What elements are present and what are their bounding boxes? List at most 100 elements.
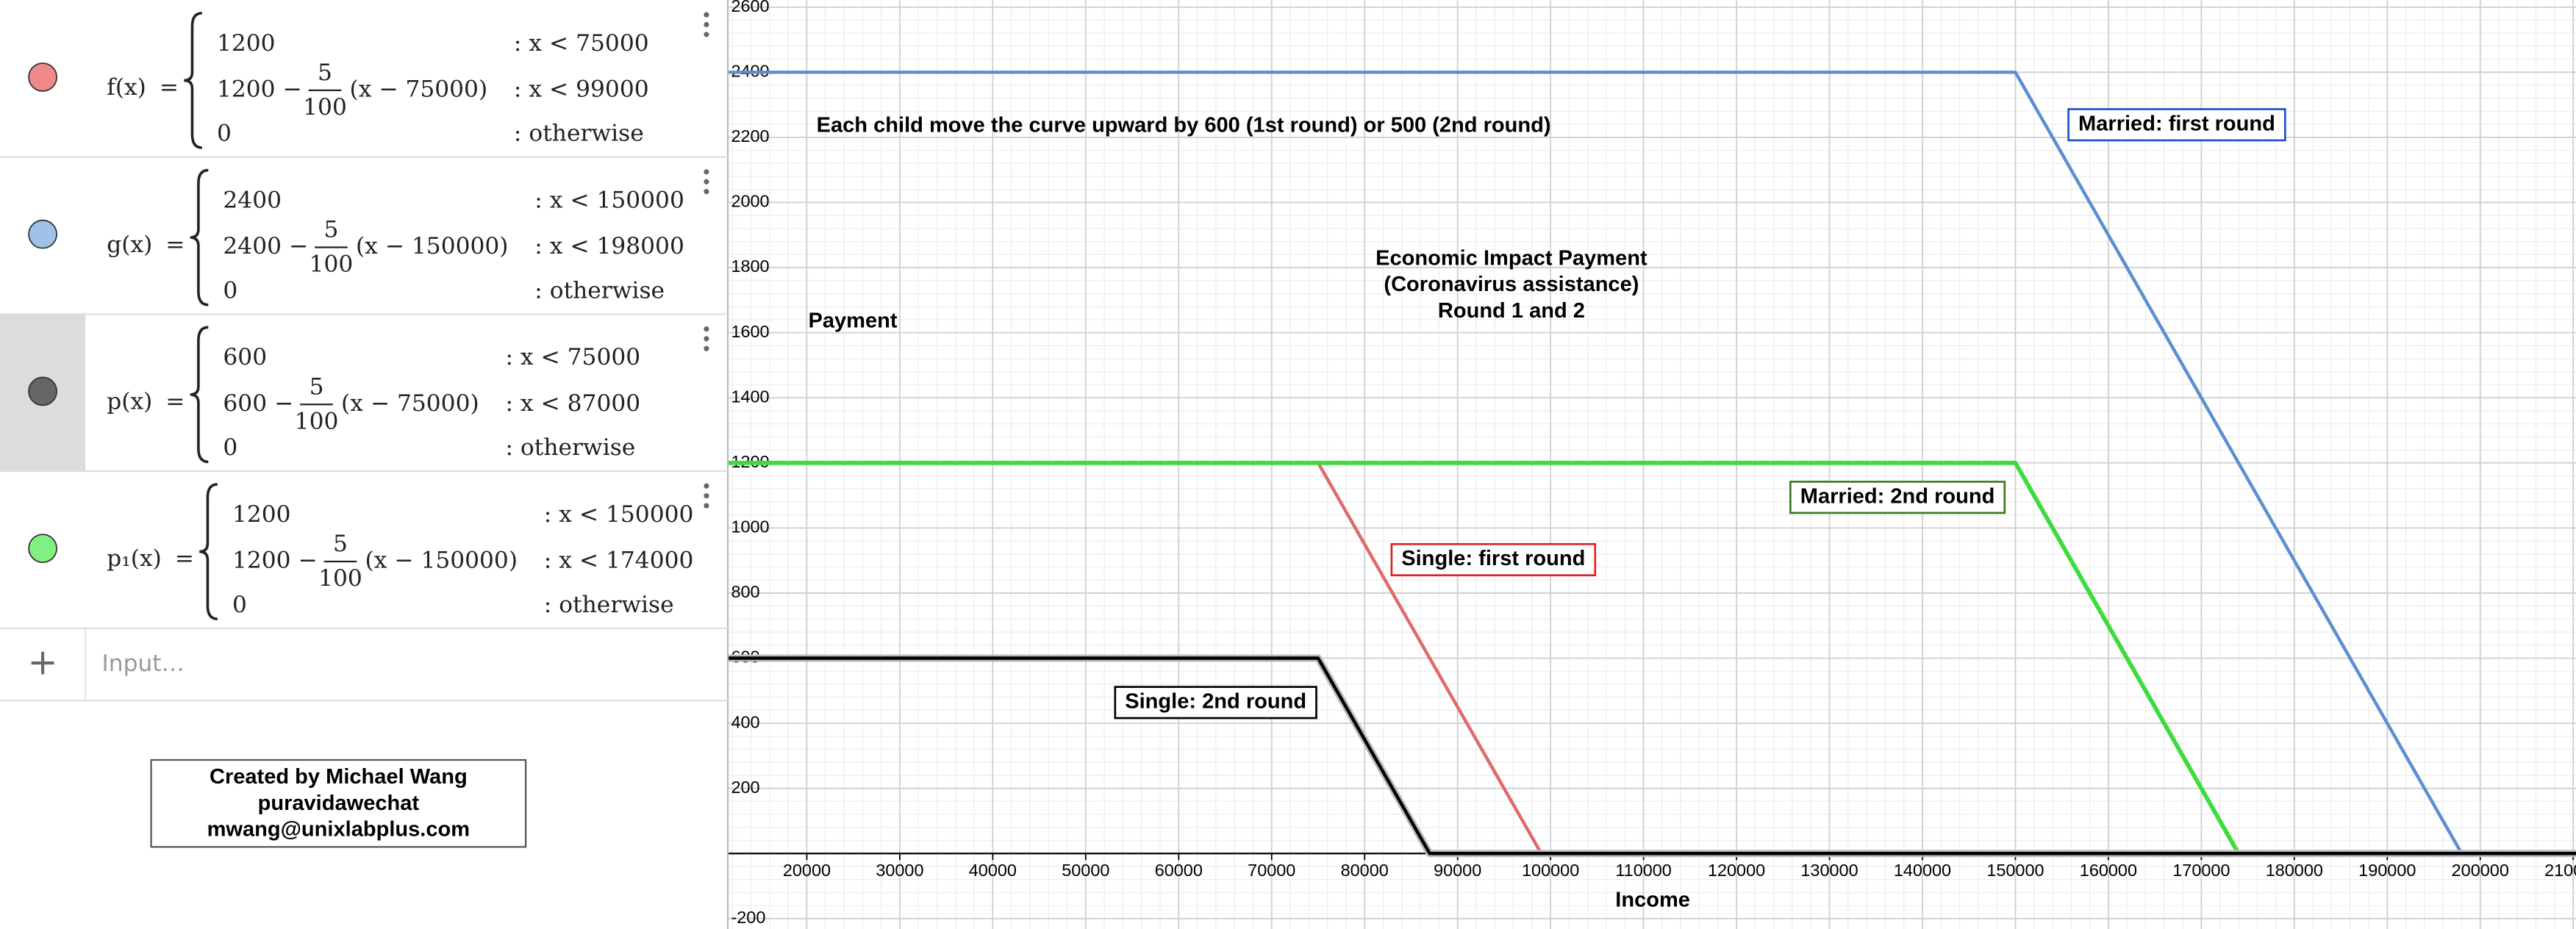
y-tick-label: 800: [731, 582, 759, 601]
y-axis-label: Payment: [808, 309, 897, 332]
menu-dot[interactable]: [704, 326, 709, 332]
menu-dot[interactable]: [704, 336, 709, 342]
x-tick-label: 190000: [2358, 861, 2416, 880]
case-condition: : x < 99000: [514, 76, 649, 102]
case-condition: : x < 75000: [505, 344, 640, 370]
add-button[interactable]: +: [28, 641, 58, 684]
series-label-box: [1789, 481, 2006, 514]
menu-dot[interactable]: [704, 32, 709, 37]
case-expression: 0: [232, 592, 247, 618]
algebra-item[interactable]: f(x) = 1200: x < 75000 1200 − 5 100(x − 75000…: [0, 12, 728, 158]
case-expression: (x − 150000): [356, 233, 509, 259]
case-expression: 600: [223, 344, 267, 370]
x-tick-label: 200000: [2452, 861, 2509, 880]
visibility-toggle[interactable]: [28, 62, 57, 92]
case-expression: 0: [223, 434, 237, 461]
menu-dot[interactable]: [704, 493, 709, 499]
function-name: f(x): [107, 74, 146, 101]
function-name: g(x): [107, 232, 152, 258]
case-condition: : otherwise: [514, 121, 644, 147]
series-label: Married: 2nd round: [1800, 484, 1995, 508]
x-tick-label: 60000: [1155, 861, 1203, 880]
fraction-denominator: 100: [310, 251, 354, 278]
function-name: p₁(x): [107, 545, 162, 572]
function-name: p(x): [107, 389, 152, 415]
x-tick-label: 70000: [1248, 861, 1295, 880]
menu-dot[interactable]: [704, 12, 709, 18]
case-condition: : otherwise: [534, 277, 665, 304]
case-expression: 1200 −: [232, 547, 318, 573]
menu-dot[interactable]: [704, 179, 709, 184]
menu-dot[interactable]: [704, 345, 709, 351]
menu-dot[interactable]: [704, 169, 709, 175]
x-tick-label: 160000: [2080, 861, 2137, 880]
case-expression: 1200: [217, 30, 276, 57]
case-condition: : x < 150000: [534, 187, 684, 214]
y-tick-label: 1000: [731, 517, 769, 537]
case-condition: : x < 150000: [544, 501, 694, 528]
menu-dot[interactable]: [704, 483, 709, 489]
case-expression: 0: [223, 277, 237, 304]
fraction-numerator: 5: [310, 373, 324, 400]
x-tick-label: 120000: [1708, 861, 1765, 880]
fraction-numerator: 5: [318, 60, 332, 86]
x-tick-label: 80000: [1341, 861, 1389, 880]
x-tick-label: 50000: [1062, 861, 1109, 880]
algebra-item[interactable]: p₁(x) = 1200 : x < 150000 1200 − 5 100(x − 150…: [0, 483, 728, 629]
credit-line: mwang@unixlabplus.com: [207, 818, 471, 842]
x-tick-label: 170000: [2172, 861, 2230, 880]
x-tick-label: 20000: [783, 861, 831, 880]
case-condition: : x < 198000: [534, 233, 684, 259]
case-expression: 1200: [232, 501, 291, 528]
credit-line: Created by Michael Wang: [210, 765, 468, 789]
fraction-denominator: 100: [318, 565, 362, 592]
case-condition: : otherwise: [505, 434, 635, 461]
menu-dot[interactable]: [704, 189, 709, 195]
y-tick-label: 1400: [731, 387, 769, 406]
series-line[interactable]: [621, 656, 2576, 856]
y-tick-label: 2000: [731, 192, 769, 211]
x-tick-label: 150000: [1986, 861, 2044, 880]
menu-dot[interactable]: [704, 21, 709, 28]
series-label-box: [2067, 108, 2286, 142]
chart-title: Round 1 and 2: [1438, 299, 1585, 323]
x-tick-label: 130000: [1800, 861, 1858, 880]
visibility-toggle[interactable]: [28, 376, 57, 406]
equals: =: [165, 232, 185, 258]
series-label: Married: first round: [2078, 112, 2275, 135]
y-tick-label: 1800: [731, 257, 769, 276]
x-tick-label: 100000: [1522, 861, 1579, 880]
chart-title: (Coronavirus assistance): [1384, 273, 1639, 296]
visibility-toggle[interactable]: [28, 219, 57, 249]
case-expression: 0: [217, 121, 232, 147]
series-label: Single: 2nd round: [1125, 689, 1306, 713]
equals: =: [160, 74, 179, 101]
case-expression: (x − 150000): [365, 547, 518, 573]
equals: =: [165, 389, 185, 415]
algebra-item[interactable]: g(x) = 2400: x < 150000 2400 − 5 100(x − 1500…: [0, 168, 728, 315]
case-condition: : x < 75000: [514, 30, 649, 57]
fraction-numerator: 5: [333, 531, 348, 557]
x-axis-label: Income: [1615, 889, 1690, 912]
graphics-view[interactable]: 20000 30000 40000 50000 60000 70000 80000 90000…: [621, 0, 2576, 929]
series-label-box: [1114, 686, 1317, 720]
case-expression: 2400 −: [223, 233, 308, 259]
y-tick-label: 200: [731, 778, 759, 797]
y-tick-label: -200: [731, 908, 765, 927]
case-expression: 1200 −: [217, 76, 302, 102]
input-placeholder[interactable]: Input…: [102, 650, 185, 677]
y-tick-label: 2200: [731, 126, 769, 146]
brace: [184, 12, 202, 149]
x-tick-label: 140000: [1894, 861, 1951, 880]
menu-dot[interactable]: [704, 503, 709, 509]
case-expression: 2400: [223, 187, 282, 214]
visibility-toggle[interactable]: [28, 534, 57, 563]
case-condition: : otherwise: [544, 592, 674, 618]
series-label-box: [1390, 542, 1597, 577]
equals: =: [175, 545, 194, 572]
y-tick-label: 400: [731, 712, 759, 731]
series-label: Single: first round: [1401, 547, 1585, 570]
x-tick-label: 180000: [2266, 861, 2323, 880]
